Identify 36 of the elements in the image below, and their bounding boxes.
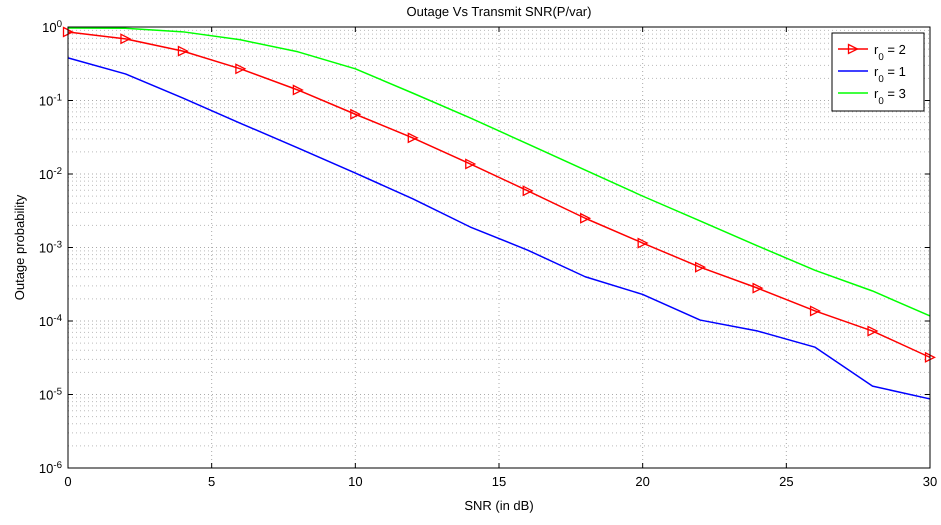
y-axis-title: Outage probability [12,194,27,300]
point [522,186,533,196]
point [178,46,188,56]
point [810,306,820,316]
point [924,352,936,363]
point [235,64,246,74]
y-tick-label: 10$^{-5}$ [38,386,63,402]
point [350,109,360,120]
y-tick-label: 10$^{-1}$ [38,92,62,108]
x-tick-label: 0 [64,474,72,489]
point [408,132,418,144]
x-tick-label: 30 [922,474,938,489]
x-axis-title: SNR (in dB) [464,498,534,513]
x-tick-label: 10 [348,474,363,489]
point [638,238,648,248]
y-tick-label: 10$^{-6}$ [38,460,62,476]
x-tick-label: 20 [635,474,650,489]
point [120,34,131,44]
y-tick-label: 10$^{-4}$ [38,312,63,329]
x-tick-label: 15 [492,474,506,489]
chart-title: Outage Vs Transmit SNR(P/var) [406,4,592,19]
point [465,158,476,170]
x-tick-label: 25 [779,474,794,489]
legend-label: r$_{0}$ = 1 [874,64,906,84]
point [292,84,304,96]
point [867,326,878,336]
point [694,262,706,272]
y-tick-label: 10$^{-3}$ [38,239,62,256]
x-tick-label: 5 [208,474,216,489]
y-tick-label: 10$^{-2}$ [38,166,62,182]
legend-label: r$_{0}$ = 3 [874,86,906,106]
legend-label: r$_{0}$ = 2 [874,42,906,62]
y-tick-label: 10$^{0}$ [42,18,63,35]
point [62,26,74,38]
point [580,213,590,224]
point [752,282,763,294]
